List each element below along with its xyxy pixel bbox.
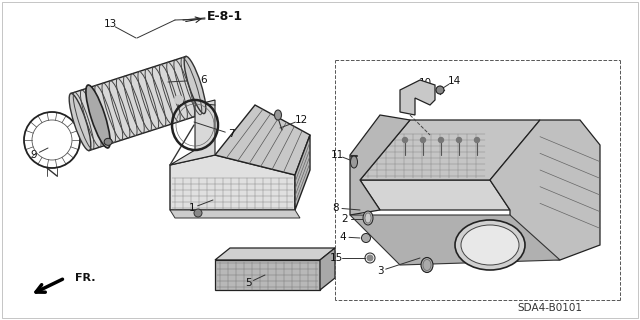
- Ellipse shape: [351, 156, 358, 168]
- Ellipse shape: [184, 56, 206, 114]
- Ellipse shape: [436, 86, 444, 94]
- Polygon shape: [295, 135, 310, 210]
- Text: 14: 14: [447, 76, 461, 86]
- Polygon shape: [400, 80, 435, 115]
- Text: 10: 10: [419, 78, 431, 88]
- Ellipse shape: [461, 225, 519, 265]
- Ellipse shape: [275, 110, 282, 120]
- Polygon shape: [490, 120, 600, 260]
- Circle shape: [456, 138, 461, 142]
- Circle shape: [474, 138, 479, 142]
- Text: 11: 11: [330, 150, 344, 160]
- Text: 12: 12: [294, 115, 308, 125]
- Polygon shape: [360, 180, 510, 210]
- Text: 13: 13: [104, 19, 116, 29]
- Ellipse shape: [69, 93, 91, 151]
- Polygon shape: [215, 260, 320, 290]
- Ellipse shape: [363, 211, 373, 225]
- Ellipse shape: [104, 138, 112, 145]
- Polygon shape: [170, 100, 215, 165]
- Text: 7: 7: [228, 129, 234, 139]
- Polygon shape: [215, 105, 310, 175]
- Circle shape: [438, 138, 444, 142]
- Circle shape: [403, 138, 408, 142]
- Polygon shape: [360, 120, 540, 180]
- Polygon shape: [350, 215, 560, 265]
- Text: 15: 15: [330, 253, 342, 263]
- Ellipse shape: [86, 85, 110, 148]
- Text: 6: 6: [201, 75, 207, 85]
- Polygon shape: [71, 56, 204, 150]
- Text: 8: 8: [333, 203, 339, 213]
- Circle shape: [420, 138, 426, 142]
- Circle shape: [194, 209, 202, 217]
- Polygon shape: [170, 210, 300, 218]
- Text: 2: 2: [342, 214, 348, 224]
- Text: 4: 4: [340, 232, 346, 242]
- Circle shape: [367, 254, 374, 261]
- Text: 1: 1: [189, 203, 195, 213]
- Polygon shape: [350, 115, 410, 215]
- Polygon shape: [215, 248, 335, 260]
- Circle shape: [175, 96, 182, 104]
- Text: E-8-1: E-8-1: [207, 11, 243, 23]
- Polygon shape: [320, 248, 335, 290]
- Polygon shape: [170, 155, 295, 210]
- Text: 3: 3: [377, 266, 383, 276]
- Text: FR.: FR.: [75, 273, 95, 283]
- Ellipse shape: [362, 234, 371, 243]
- Text: 5: 5: [244, 278, 252, 288]
- Ellipse shape: [365, 213, 371, 223]
- Ellipse shape: [421, 258, 433, 273]
- Text: 9: 9: [31, 150, 37, 160]
- Text: SDA4-B0101: SDA4-B0101: [518, 303, 582, 313]
- Ellipse shape: [455, 220, 525, 270]
